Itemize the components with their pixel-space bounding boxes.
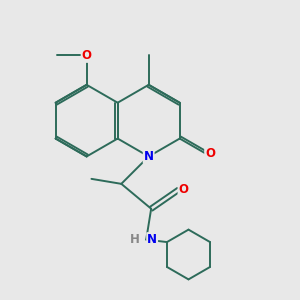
Text: O: O [205,147,215,160]
Text: O: O [178,183,188,196]
Text: N: N [147,233,157,246]
Text: O: O [82,49,92,62]
Text: N: N [144,150,154,163]
Text: H: H [130,233,140,246]
